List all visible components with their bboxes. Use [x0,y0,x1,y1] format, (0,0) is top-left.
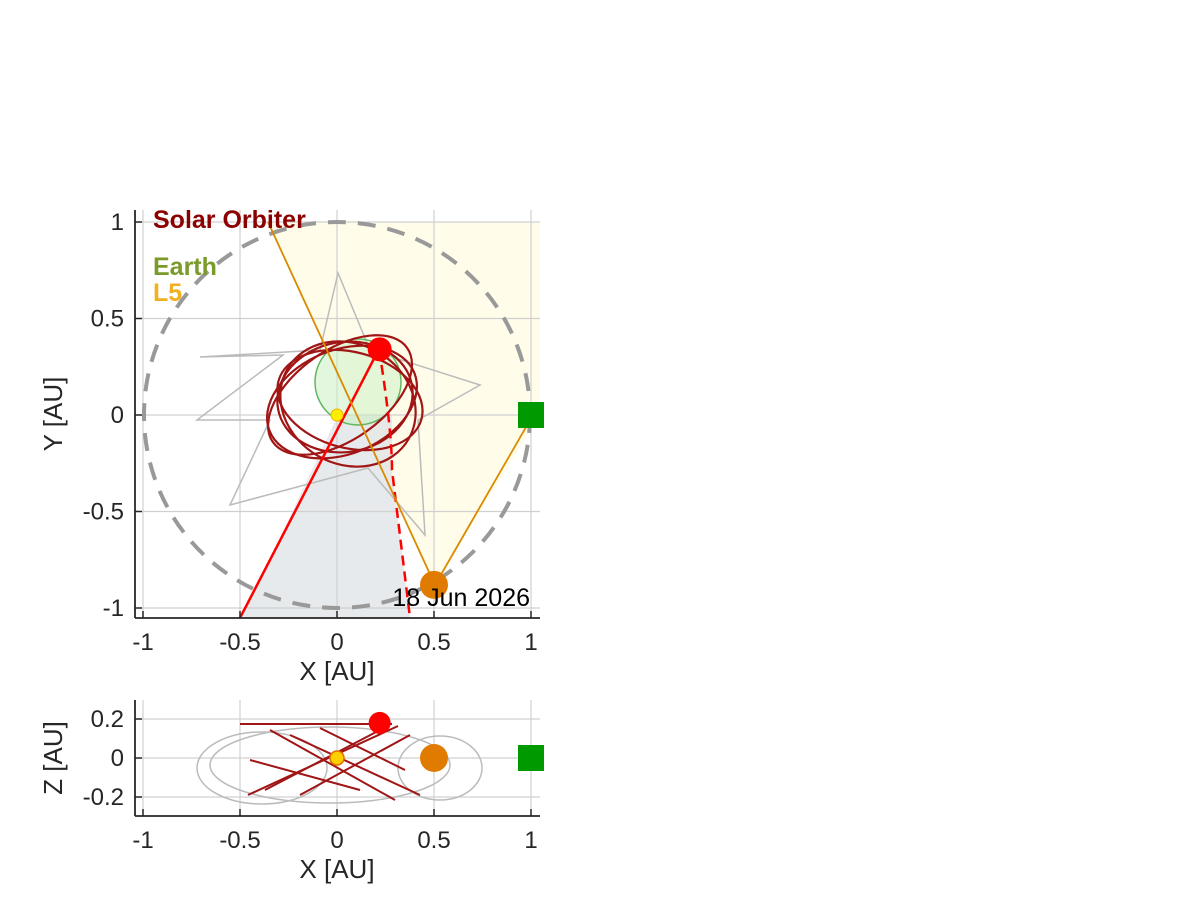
l5-marker [420,570,448,599]
top-x-tick-label: 0.5 [417,629,450,656]
top-shadow-region [242,415,410,618]
date-stamp: 18 Jun 2026 [392,584,530,612]
solar-orbiter-marker [367,337,392,362]
bottom-y-tick-label: 0 [111,745,124,772]
solar-orbiter-line [238,348,381,618]
bottom-panel: -1 -0.5 0 0.5 1 -0.2 0 0.2 X [AU] Z [AU] [38,700,544,884]
sun-marker [330,408,344,422]
legend-earth: Earth [153,253,217,281]
bottom-y-label: Z [AU] [38,721,68,795]
top-x-label: X [AU] [299,656,374,686]
top-y-tick-label: -0.5 [83,499,124,526]
bottom-x-tick-label: 1 [524,827,537,854]
bottom-x-tick-label: -0.5 [219,827,260,854]
top-y-tick-label: 0 [111,402,124,429]
bottom-x-tick-label: -1 [132,827,153,854]
bottom-ticks: -1 -0.5 0 0.5 1 -0.2 0 0.2 [83,706,538,854]
legend-l5: L5 [153,279,182,307]
cross-trajectory [194,270,482,538]
cross-trajectory-side [196,726,483,805]
earth-marker [518,402,544,428]
top-x-tick-label: 1 [524,629,537,656]
top-visibility-region [268,222,540,585]
top-y-tick-label: 0.5 [91,306,124,333]
bottom-x-label: X [AU] [299,854,374,884]
top-ticks: -1 -0.5 0 0.5 1 -1 -0.5 0 0.5 1 [83,209,538,656]
top-y-label: Y [AU] [38,377,68,452]
solar-orbiter-dashed-path [377,348,412,618]
top-y-tick-label: -1 [103,595,124,622]
l5-marker-side [420,744,448,772]
sun-marker-side [329,750,345,766]
bottom-x-tick-label: 0.5 [417,827,450,854]
bottom-y-tick-label: -0.2 [83,784,124,811]
top-y-tick-label: 1 [111,209,124,236]
top-x-tick-label: -1 [132,629,153,656]
legend-solar-orbiter: Solar Orbiter [153,206,306,234]
earth-marker-side [518,745,544,771]
bottom-x-tick-label: 0 [330,827,343,854]
top-panel: -1 -0.5 0 0.5 1 -1 -0.5 0 0.5 1 X [AU] Y [AU] Sol… [38,206,544,686]
solar-orbiter-orbits-side [240,723,421,801]
l5-line-to-earth [434,414,534,586]
solar-orbiter-marker-side [368,711,391,734]
top-x-tick-label: -0.5 [219,629,260,656]
top-x-tick-label: 0 [330,629,343,656]
l5-line-to-top [267,221,436,586]
bottom-y-tick-label: 0.2 [91,706,124,733]
